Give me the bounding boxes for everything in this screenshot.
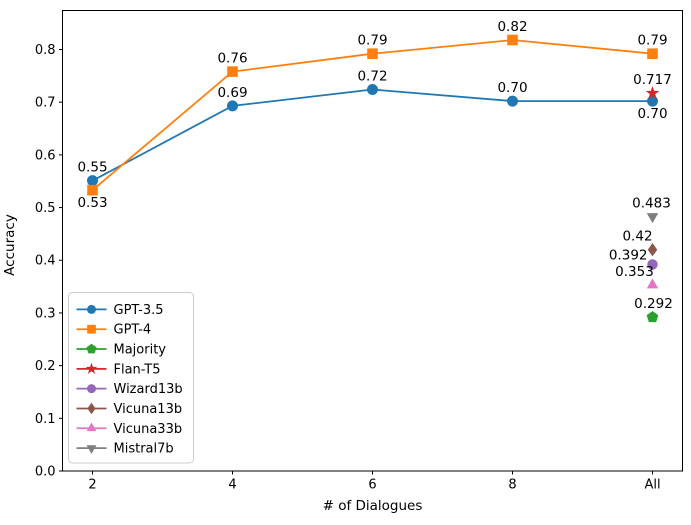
- data-point-GPT-3.5: [367, 84, 378, 96]
- y-tick-label: 0.1: [35, 412, 56, 427]
- y-tick-label: 0.5: [35, 201, 56, 216]
- data-point-Vicuna13b: [647, 243, 658, 257]
- y-tick-label: 0.0: [35, 465, 56, 480]
- data-point-GPT-3.5: [647, 95, 658, 107]
- x-tick-label: 6: [368, 478, 376, 493]
- point-label: 0.42: [622, 229, 652, 245]
- data-point-GPT-4: [227, 66, 238, 77]
- legend-marker-Wizard13b: [86, 384, 97, 394]
- legend-label-Vicuna33b: Vicuna33b: [114, 422, 183, 437]
- legend-marker-Vicuna13b: [87, 402, 96, 415]
- legend-label-Majority: Majority: [114, 343, 167, 358]
- data-point-GPT-4: [507, 34, 518, 46]
- data-point-GPT-4: [87, 184, 98, 196]
- data-point-GPT-3.5: [227, 100, 238, 112]
- point-label: 0.82: [497, 19, 527, 35]
- data-point-GPT-4: [367, 48, 378, 60]
- x-axis-label: # of Dialogues: [322, 498, 423, 514]
- data-point-Mistral7b: [646, 213, 659, 224]
- y-tick-label: 0.6: [35, 148, 56, 163]
- point-label: 0.717: [633, 72, 672, 88]
- legend-label-GPT-4: GPT-4: [114, 323, 152, 338]
- series-line-GPT-3.5: [92, 88, 653, 182]
- point-label: 0.72: [357, 69, 387, 85]
- point-label: 0.292: [634, 296, 673, 312]
- legend-label-Mistral7b: Mistral7b: [114, 442, 174, 457]
- y-tick-label: 0.2: [35, 359, 56, 374]
- point-label: 0.392: [609, 247, 648, 263]
- legend-marker-Majority: [86, 343, 97, 354]
- point-label: 0.79: [637, 33, 667, 49]
- legend-marker-GPT-3.5: [86, 304, 97, 314]
- point-label: 0.55: [77, 160, 107, 176]
- point-label: 0.79: [357, 33, 387, 49]
- y-tick-label: 0.7: [35, 96, 56, 111]
- point-label: 0.69: [217, 85, 247, 101]
- y-tick-label: 0.3: [35, 306, 56, 321]
- legend-label-Wizard13b: Wizard13b: [114, 382, 183, 397]
- data-point-GPT-3.5: [87, 175, 98, 187]
- data-point-Majority: [646, 310, 659, 323]
- data-point-GPT-4: [647, 48, 658, 60]
- point-label: 0.70: [497, 80, 527, 96]
- point-label: 0.70: [637, 106, 667, 122]
- point-label: 0.76: [217, 51, 247, 67]
- series-line-GPT-4: [91, 39, 653, 191]
- x-tick-label: 8: [508, 478, 516, 493]
- legend-box: [68, 292, 194, 464]
- x-tick-label: 4: [228, 478, 236, 493]
- legend-marker-Mistral7b: [86, 445, 97, 454]
- data-point-GPT-3.5: [507, 95, 518, 107]
- point-label: 0.53: [77, 195, 107, 211]
- legend-marker-Flan-T5: [85, 362, 98, 374]
- point-label: 0.353: [615, 264, 654, 280]
- point-label: 0.483: [632, 196, 671, 212]
- x-tick-label: All: [644, 478, 660, 493]
- y-axis-label: Accuracy: [2, 214, 18, 276]
- x-tick-label: 2: [88, 478, 96, 493]
- y-tick-label: 0.4: [35, 254, 56, 269]
- legend-marker-GPT-4: [87, 324, 96, 334]
- data-point-Wizard13b: [647, 259, 658, 270]
- legend-marker-Vicuna33b: [86, 422, 97, 432]
- data-point-Flan-T5: [645, 86, 660, 99]
- legend-label-GPT-3.5: GPT-3.5: [114, 303, 164, 318]
- legend-label-Flan-T5: Flan-T5: [114, 362, 161, 377]
- legend-label-Vicuna13b: Vicuna13b: [114, 402, 183, 417]
- y-tick-label: 0.8: [35, 43, 56, 58]
- data-point-Vicuna33b: [646, 278, 659, 289]
